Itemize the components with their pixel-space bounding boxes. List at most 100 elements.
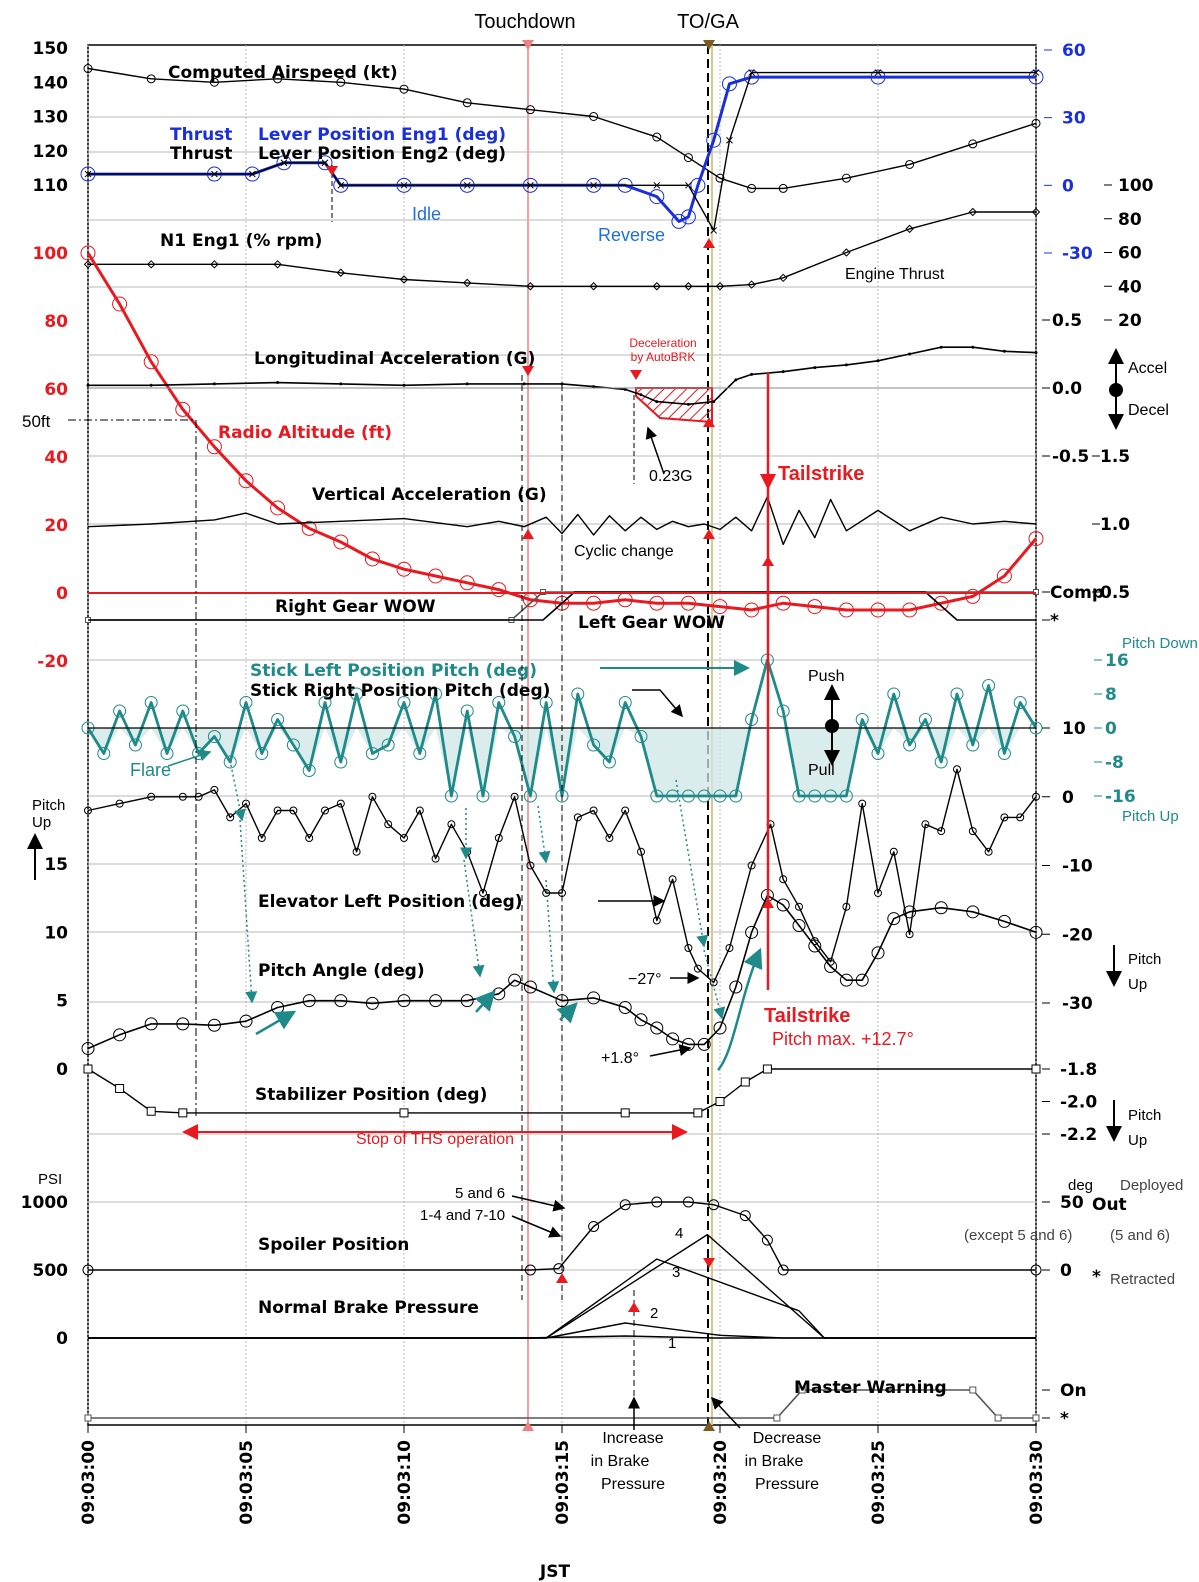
spoiler-unit-label: deg <box>1068 1177 1093 1194</box>
ft50-label: 50ft <box>22 412 51 431</box>
series-layer <box>80 64 1044 1422</box>
point-stick-left-position-pitch-deg <box>523 789 537 803</box>
y-tick-label-airspeed: 110 <box>33 176 69 196</box>
point-computed-airspeed-kt <box>715 173 725 183</box>
y-tick-label-stick: 16 <box>1105 651 1129 671</box>
point-computed-airspeed-kt <box>273 74 283 84</box>
point-lever-position-eng2-deg <box>653 181 661 189</box>
point-elevator-left-position-deg <box>573 813 582 822</box>
point-pitch-angle-deg <box>903 905 917 919</box>
point-elevator-left-position-deg <box>795 902 803 911</box>
point-stick-left-position-pitch-deg <box>444 789 458 803</box>
y-tick-label-elevator: 10 <box>1062 719 1086 739</box>
y-tick-label-n1: 60 <box>1118 244 1142 264</box>
point-elevator-left-position-deg <box>779 875 788 884</box>
point-lever-position-eng2-deg <box>337 181 345 189</box>
point-longitudinal-acceleration-g <box>212 382 216 386</box>
point-spoiler-position <box>708 1199 720 1211</box>
point-pitch-angle-deg <box>207 1018 221 1032</box>
point-longitudinal-acceleration-g <box>908 352 912 356</box>
point-elevator-left-position-deg <box>431 854 440 863</box>
toga-marker-icon <box>703 40 715 50</box>
point-computed-airspeed-kt <box>589 112 599 121</box>
point-elevator-left-position-deg <box>242 799 250 808</box>
point-master-warning <box>798 1386 806 1394</box>
point-elevator-left-position-deg <box>400 834 408 842</box>
point-longitudinal-acceleration-g <box>592 385 596 389</box>
point-pitch-angle-deg <box>460 994 474 1008</box>
decrease-arrow <box>710 1396 741 1429</box>
point-longitudinal-acceleration-g <box>465 382 469 386</box>
point-stick-left-position-pitch-deg <box>871 747 885 760</box>
except-5-6-label: (except 5 and 6) <box>964 1227 1072 1244</box>
point-radio-altitude-ft <box>744 602 760 618</box>
point-pitch-angle-deg <box>792 919 806 932</box>
y-tick-label-n1: 40 <box>1118 277 1142 297</box>
point-elevator-left-position-deg <box>447 820 456 829</box>
spoiler-out-label: Out <box>1092 1195 1127 1215</box>
point-master-warning <box>994 1414 1002 1422</box>
point-lever-position-eng1-deg <box>721 76 737 92</box>
point-stabilizer-position-deg <box>146 1106 156 1116</box>
minus27-label: −27° <box>628 971 662 988</box>
point-stabilizer-position-deg <box>693 1108 703 1118</box>
point-elevator-left-position-deg <box>510 792 519 801</box>
point-elevator-left-position-deg <box>858 799 867 808</box>
point-stabilizer-position-deg <box>399 1108 409 1118</box>
point-longitudinal-acceleration-g <box>971 345 975 349</box>
x-tick-label: 09:03:00 <box>79 1440 99 1525</box>
series-title-long-acc: Longitudinal Acceleration (G) <box>254 349 535 369</box>
y-tick-label-pitch: 10 <box>44 923 68 943</box>
pitch-up-right-2: Up <box>1128 976 1147 993</box>
point-radio-altitude-ft <box>965 588 981 604</box>
point-longitudinal-acceleration-g <box>149 383 153 387</box>
point-stick-left-position-pitch-deg <box>365 747 379 760</box>
point-pitch-angle-deg <box>713 1021 727 1035</box>
point-longitudinal-acceleration-g <box>876 359 880 363</box>
point-spoiler-position <box>524 1264 536 1276</box>
teal-dot-1 <box>229 759 246 822</box>
teal-dot-5 <box>537 805 551 864</box>
point-elevator-left-position-deg <box>352 847 361 856</box>
point-radio-altitude-ft <box>838 602 854 618</box>
point-lever-position-eng2-deg <box>321 159 329 167</box>
point-elevator-left-position-deg <box>336 799 345 808</box>
stop-ths-label: Stop of THS operation <box>356 1131 514 1148</box>
point-spoiler-position <box>739 1210 751 1222</box>
y-tick-label-airspeed: 140 <box>33 73 69 93</box>
y-tick-label-thrust_lever: -30 <box>1062 244 1093 264</box>
point-lever-position-eng2-deg <box>400 181 408 189</box>
axes-layer: 09:03:00 09:03:05 09:03:10 09:03:15 09:03:20… <box>21 39 1154 1525</box>
point-radio-altitude-ft <box>775 595 791 611</box>
point-elevator-left-position-deg <box>668 875 677 884</box>
cyclic-change-label: Cyclic change <box>574 543 674 560</box>
pitch-up-left-2: Up <box>32 814 51 831</box>
y-tick-label-elevator: -20 <box>1062 925 1093 945</box>
point-elevator-left-position-deg <box>937 827 946 836</box>
y-tick-label-stick: 8 <box>1105 685 1117 705</box>
point-radio-altitude-ft <box>680 595 696 611</box>
point-stick-left-position-pitch-deg <box>239 696 253 709</box>
point-stick-left-position-pitch-deg <box>286 738 300 752</box>
point-n1-eng1-rpm <box>715 282 725 291</box>
point-stick-left-position-pitch-deg <box>681 789 695 803</box>
point-longitudinal-acceleration-g <box>522 382 526 386</box>
point-spoiler-position <box>553 1263 565 1275</box>
push-dot-icon <box>825 719 839 733</box>
point-spoiler-position <box>588 1220 600 1232</box>
series-line-pitch-angle-deg <box>87 894 1037 1050</box>
point-stick-left-position-pitch-deg <box>539 696 553 709</box>
toga-label: TO/GA <box>677 11 740 33</box>
toga-marker-bottom-icon <box>703 1421 715 1431</box>
point-elevator-left-position-deg <box>289 806 298 815</box>
point-radio-altitude-ft <box>1028 531 1044 547</box>
point-stabilizer-position-deg <box>620 1108 630 1118</box>
point-stick-left-position-pitch-deg <box>318 696 332 709</box>
y-tick-label-elevator: -10 <box>1062 857 1093 877</box>
point-elevator-left-position-deg <box>84 806 92 815</box>
point-stabilizer-position-deg <box>83 1064 93 1074</box>
point-radio-altitude-ft <box>238 473 254 489</box>
point-pitch-angle-deg <box>808 939 822 953</box>
point-stick-left-position-pitch-deg <box>713 789 727 803</box>
point-pitch-angle-deg <box>697 1037 711 1051</box>
